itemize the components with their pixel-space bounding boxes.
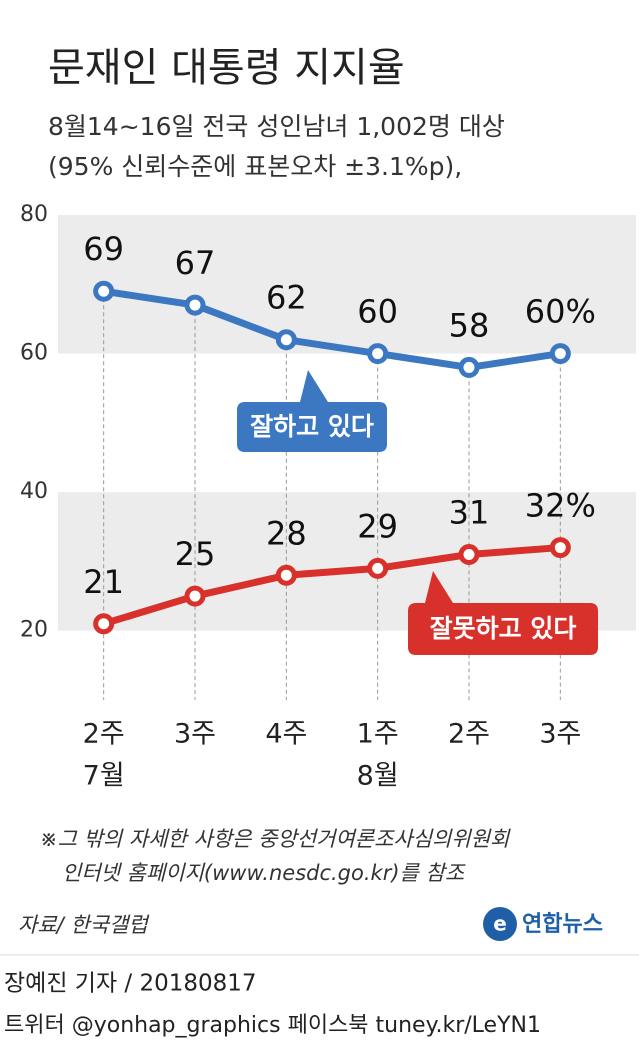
- byline: 장예진 기자 / 20180817: [4, 971, 257, 997]
- series-line: [103, 287, 561, 371]
- data-label: 32%: [525, 487, 596, 525]
- logo-icon: [483, 907, 517, 941]
- legend-callout: [408, 571, 598, 655]
- x-tick-label: 2주: [83, 719, 125, 750]
- data-point: [93, 613, 115, 635]
- y-tick-label: 40: [20, 479, 48, 504]
- logo-icon-mark: e: [493, 912, 507, 936]
- data-point: [184, 585, 206, 607]
- grid-band: [58, 215, 636, 354]
- legend-callout: [237, 370, 387, 452]
- data-label: 29: [357, 507, 398, 545]
- note: 인터넷 홈페이지(www.nesdc.go.kr)를 참조: [62, 861, 466, 885]
- legend-label: 잘하고 있다: [250, 412, 374, 441]
- data-point: [458, 356, 480, 378]
- data-label: 60: [357, 293, 398, 331]
- series-line: [102, 544, 561, 628]
- x-tick-label: 3주: [539, 719, 581, 750]
- data-point: [367, 343, 389, 365]
- plot: 20 40 60 80 2주 7월 3주 4주 1주 8월 2주 3주 69 67 62 60 58 60% 21 2…: [20, 202, 636, 792]
- title: 문재인 대통령 지지율: [48, 45, 405, 91]
- data-label: 25: [175, 535, 216, 573]
- data-label: 67: [175, 244, 216, 282]
- data-point: [458, 544, 480, 565]
- y-tick-label: 80: [20, 202, 48, 227]
- x-tick-label: 4주: [265, 719, 307, 750]
- note: ※그 밖의 자세한 사항은 중앙선거여론조사심의위원회: [40, 827, 511, 851]
- data-label: 28: [266, 514, 307, 552]
- source: 자료/ 한국갤럽: [18, 913, 150, 937]
- data-label: 60%: [525, 293, 596, 331]
- legend-label: 잘못하고 있다: [430, 614, 577, 643]
- data-point: [367, 557, 389, 579]
- data-point: [275, 564, 297, 586]
- data-label: 21: [83, 563, 124, 601]
- x-tick-label: 1주: [357, 719, 399, 750]
- y-tick-label: 20: [20, 618, 48, 643]
- data-point: [184, 294, 206, 316]
- subtitle: 8월14~16일 전국 성인남녀 1,002명 대상: [48, 112, 505, 141]
- x-group-label: 7월: [83, 761, 125, 792]
- data-point: [549, 343, 571, 365]
- data-label: 62: [266, 279, 307, 317]
- x-tick-label: 2주: [448, 719, 490, 750]
- data-point: [275, 329, 297, 351]
- logo: 연합뉴스: [522, 911, 603, 937]
- data-point: [93, 280, 115, 302]
- data-label: 58: [449, 306, 490, 344]
- subtitle: (95% 신뢰수준에 표본오차 ±3.1%p),: [48, 152, 462, 181]
- footer: 트위터 @yonhap_graphics 페이스북 tuney.kr/LeYN1: [4, 1013, 541, 1038]
- y-tick-label: 60: [20, 341, 48, 366]
- x-group-label: 8월: [357, 761, 399, 792]
- data-label: 31: [449, 494, 490, 532]
- data-point: [549, 537, 571, 559]
- x-tick-label: 3주: [174, 719, 216, 750]
- data-label: 69: [83, 230, 124, 268]
